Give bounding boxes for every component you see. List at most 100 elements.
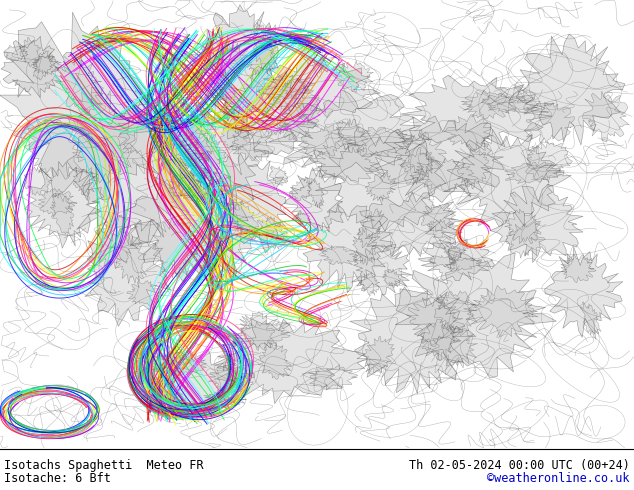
Polygon shape [185, 114, 212, 163]
Polygon shape [38, 188, 77, 217]
Polygon shape [310, 142, 380, 182]
Polygon shape [525, 102, 574, 143]
Polygon shape [281, 78, 309, 97]
Polygon shape [155, 126, 214, 197]
Polygon shape [215, 43, 249, 79]
Polygon shape [320, 245, 358, 265]
Polygon shape [444, 241, 467, 259]
Polygon shape [168, 172, 227, 200]
Polygon shape [67, 87, 131, 185]
Polygon shape [463, 286, 538, 337]
Polygon shape [4, 45, 28, 60]
Polygon shape [202, 5, 278, 135]
Polygon shape [301, 124, 353, 158]
Polygon shape [230, 128, 273, 161]
Polygon shape [204, 390, 247, 407]
Polygon shape [505, 209, 541, 244]
Polygon shape [131, 349, 254, 414]
Polygon shape [560, 254, 596, 283]
Polygon shape [32, 56, 62, 74]
Polygon shape [505, 162, 562, 183]
Polygon shape [382, 269, 401, 288]
Polygon shape [55, 53, 103, 116]
Polygon shape [25, 161, 105, 248]
Polygon shape [395, 249, 557, 378]
Polygon shape [303, 204, 392, 293]
Polygon shape [350, 287, 476, 393]
Polygon shape [421, 203, 456, 232]
Polygon shape [506, 222, 545, 258]
Polygon shape [526, 142, 573, 183]
Polygon shape [401, 75, 554, 151]
Polygon shape [444, 129, 571, 227]
Polygon shape [20, 37, 41, 67]
Polygon shape [134, 354, 181, 373]
Polygon shape [357, 209, 384, 248]
Polygon shape [149, 102, 216, 146]
Polygon shape [67, 96, 205, 244]
Polygon shape [115, 234, 146, 284]
Polygon shape [335, 61, 373, 93]
Polygon shape [220, 124, 249, 150]
Polygon shape [363, 336, 394, 373]
Polygon shape [226, 199, 259, 235]
Polygon shape [410, 158, 478, 192]
Polygon shape [490, 184, 583, 263]
Polygon shape [240, 312, 275, 351]
Polygon shape [421, 319, 459, 361]
Polygon shape [32, 51, 53, 80]
Polygon shape [176, 99, 269, 210]
Polygon shape [50, 193, 74, 234]
Polygon shape [152, 218, 198, 278]
Polygon shape [431, 324, 477, 368]
Polygon shape [315, 126, 446, 231]
Polygon shape [0, 12, 159, 200]
Polygon shape [406, 298, 465, 346]
Polygon shape [208, 61, 235, 103]
Polygon shape [261, 117, 290, 135]
Polygon shape [167, 351, 207, 375]
Polygon shape [461, 90, 517, 119]
Polygon shape [518, 34, 625, 145]
Polygon shape [254, 22, 276, 76]
Polygon shape [228, 319, 290, 349]
Polygon shape [347, 127, 411, 156]
Polygon shape [85, 219, 171, 326]
Polygon shape [457, 149, 491, 189]
Polygon shape [370, 116, 504, 203]
Polygon shape [258, 342, 292, 379]
Text: Isotachs Spaghetti  Meteo FR: Isotachs Spaghetti Meteo FR [4, 459, 204, 472]
Polygon shape [257, 56, 380, 122]
Polygon shape [434, 291, 477, 333]
Polygon shape [1, 36, 61, 98]
Polygon shape [119, 116, 172, 156]
Polygon shape [545, 246, 623, 337]
Text: ©weatheronline.co.uk: ©weatheronline.co.uk [487, 472, 630, 485]
Polygon shape [284, 168, 343, 233]
Polygon shape [24, 167, 53, 196]
Polygon shape [308, 365, 358, 390]
Polygon shape [360, 272, 379, 295]
Polygon shape [184, 133, 226, 182]
Polygon shape [127, 281, 163, 306]
Polygon shape [418, 240, 495, 281]
Polygon shape [365, 172, 397, 201]
Polygon shape [215, 318, 368, 404]
Polygon shape [126, 157, 256, 286]
Polygon shape [583, 91, 629, 142]
Polygon shape [269, 166, 288, 185]
Polygon shape [295, 211, 311, 227]
Text: Isotache: 6 Bft: Isotache: 6 Bft [4, 472, 112, 485]
Polygon shape [278, 103, 321, 140]
Polygon shape [447, 246, 462, 261]
Polygon shape [24, 118, 83, 179]
Polygon shape [444, 258, 482, 271]
Polygon shape [581, 302, 601, 339]
Polygon shape [214, 153, 288, 253]
Polygon shape [256, 217, 287, 249]
Polygon shape [336, 119, 368, 153]
Polygon shape [401, 147, 434, 186]
Polygon shape [309, 178, 324, 208]
Polygon shape [425, 220, 462, 241]
Polygon shape [219, 66, 320, 154]
